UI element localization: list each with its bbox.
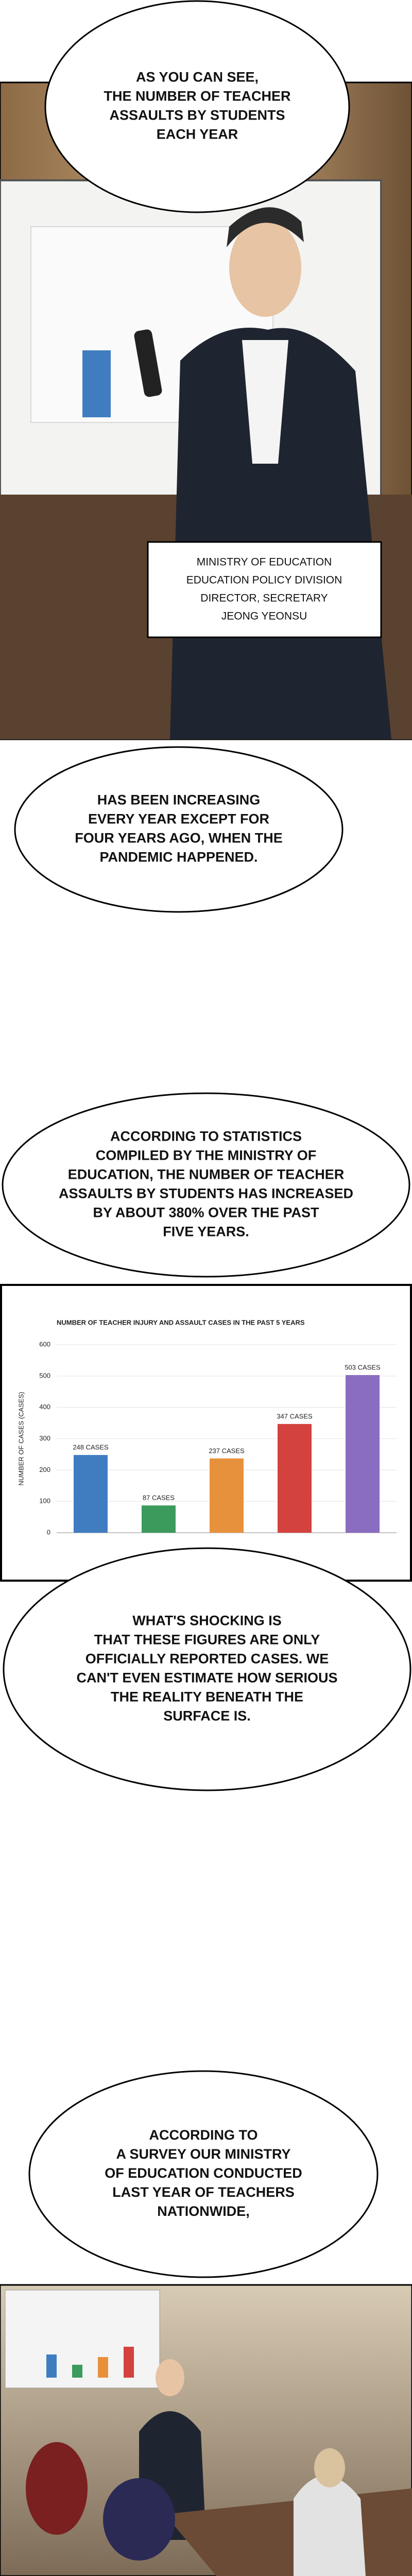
bubble-text: CAN'T EVEN ESTIMATE HOW SERIOUS — [77, 1670, 338, 1686]
value-label: 237 CASES — [209, 1447, 245, 1454]
bubble-text: OFFICIALLY REPORTED CASES. WE — [85, 1651, 329, 1667]
bar — [142, 1505, 176, 1533]
speech-bubble — [14, 746, 344, 913]
caption-text: EDUCATION POLICY DIVISION — [186, 574, 342, 586]
y-tick-label: 200 — [39, 1466, 50, 1473]
bar — [74, 1455, 108, 1533]
y-axis-label: NUMBER OF CASES (CASES) — [17, 1392, 25, 1485]
bubble-text: THE REALITY BENEATH THE — [111, 1689, 303, 1705]
speech-bubble — [28, 2070, 379, 2278]
y-tick-label: 500 — [39, 1371, 50, 1379]
y-tick-label: 400 — [39, 1403, 50, 1411]
bubble-text: ACCORDING TO — [149, 2127, 258, 2143]
caption-text: MINISTRY OF EDUCATION — [197, 556, 332, 568]
bubble-text: ASSAULTS BY STUDENTS HAS INCREASED — [59, 1186, 353, 1201]
chart-panel — [0, 1284, 412, 1582]
bubble-text: EVERY YEAR EXCEPT FOR — [88, 811, 269, 827]
speech-bubble — [2, 1092, 410, 1278]
y-tick-label: 0 — [47, 1528, 50, 1536]
bubble-text: FIVE YEARS. — [163, 1224, 249, 1240]
bubble-text: EACH YEAR — [157, 127, 238, 142]
bubble-text: NATIONWIDE, — [157, 2204, 249, 2219]
bubble-text: THE NUMBER OF TEACHER — [104, 89, 291, 104]
bubble-text: THAT THESE FIGURES ARE ONLY — [94, 1632, 320, 1648]
bubble-text: SURFACE IS. — [163, 1708, 251, 1724]
value-label: 347 CASES — [277, 1412, 313, 1420]
value-label: 87 CASES — [143, 1494, 175, 1502]
bubble-text: ASSAULTS BY STUDENTS — [109, 108, 285, 123]
bar — [346, 1375, 380, 1533]
bubble-text: BY ABOUT 380% OVER THE PAST — [93, 1205, 319, 1221]
value-label: 248 CASES — [73, 1444, 109, 1451]
y-tick-label: 100 — [39, 1497, 50, 1505]
value-label: 503 CASES — [345, 1363, 381, 1371]
bubble-text: WHAT'S SHOCKING IS — [132, 1613, 281, 1629]
caption-box — [147, 541, 382, 638]
bar — [210, 1458, 244, 1533]
caption-text: JEONG YEONSU — [221, 611, 307, 622]
speech-bubble — [44, 0, 350, 213]
bubble-text: ACCORDING TO STATISTICS — [110, 1129, 302, 1144]
bubble-text: OF EDUCATION CONDUCTED — [105, 2165, 302, 2181]
y-tick-label: 600 — [39, 1340, 50, 1348]
bubble-text: HAS BEEN INCREASING — [97, 792, 261, 808]
bubble-text: PANDEMIC HAPPENED. — [99, 850, 258, 865]
chart-title: NUMBER OF TEACHER INJURY AND ASSAULT CAS… — [57, 1318, 305, 1326]
bubble-text: COMPILED BY THE MINISTRY OF — [96, 1148, 317, 1163]
bubble-text: AS YOU CAN SEE, — [136, 70, 259, 85]
caption-text: DIRECTOR, SECRETARY — [200, 592, 328, 604]
bubble-text: EDUCATION, THE NUMBER OF TEACHER — [68, 1167, 345, 1182]
bar — [278, 1423, 312, 1533]
bubble-text: LAST YEAR OF TEACHERS — [112, 2184, 295, 2200]
bubble-text: FOUR YEARS AGO, WHEN THE — [75, 831, 283, 846]
bubble-text: A SURVEY OUR MINISTRY — [116, 2146, 290, 2162]
speech-bubble — [3, 1547, 411, 1791]
meeting-panel — [0, 2284, 412, 2576]
y-tick-label: 300 — [39, 1434, 50, 1442]
